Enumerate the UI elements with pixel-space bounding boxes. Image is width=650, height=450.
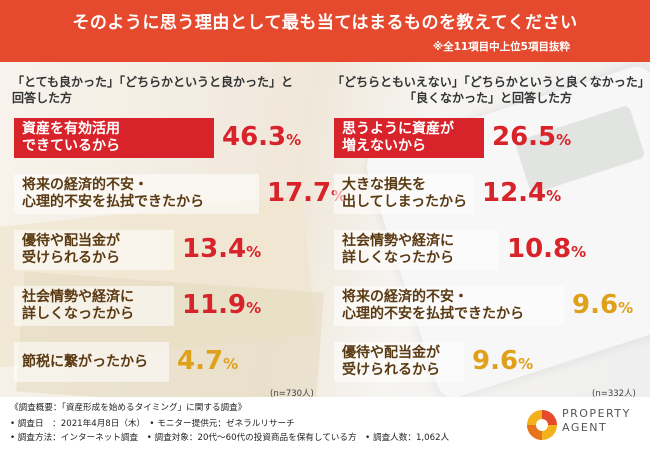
bar-label-box: 社会情勢や経済に 詳しくなったから [334,230,499,270]
survey-method-line: • 調査方法：インターネット調査 • 調査対象：20代〜60代の投資商品を保有し… [10,433,450,443]
value-label: 10.8% [507,234,586,264]
category-label-line: 増えないから [342,138,426,154]
category-label-line: 心理的不安を払拭できたから [342,306,524,322]
category-label-line: 将来の経済的不安・ [22,177,148,193]
value-unit: % [518,355,534,373]
value-unit: % [571,243,587,261]
category-label-line: 社会情勢や経済に [22,289,134,305]
category-label: 優待や配当金が 受けられるから [342,345,440,379]
bar-label-box: 将来の経済的不安・ 心理的不安を払拭できたから [14,174,259,214]
category-label: 将来の経済的不安・ 心理的不安を払拭できたから [22,177,204,211]
left-sample-size: (n=730人) [270,389,314,399]
bar-item: 優待や配当金が 受けられるから 13.4% [14,230,314,270]
category-label-line: 資産を有効活用 [22,121,120,137]
value-label: 13.4% [182,234,261,264]
value-label: 11.9% [182,290,261,320]
category-label-line: 受けられるから [22,250,120,266]
value-unit: % [556,131,572,149]
category-label: 優待や配当金が 受けられるから [22,233,120,267]
category-label: 社会情勢や経済に 詳しくなったから [22,289,134,323]
value-number: 12.4 [482,178,547,208]
bar-item: 将来の経済的不安・ 心理的不安を払拭できたから 9.6% [334,286,634,326]
value-number: 46.3 [222,122,287,152]
value-label: 9.6% [472,346,533,376]
property-agent-logo-icon [527,410,557,440]
category-label-line: 社会情勢や経済に [342,233,454,249]
bar-label-box: 大きな損失を 出してしまったから [334,174,474,214]
bar-item: 節税に繋がったから 4.7% [14,342,314,382]
right-heading-line2: 「良くなかった」と回答した方 [403,91,572,105]
value-number: 9.6 [472,346,519,376]
category-label-line: 詳しくなったから [22,306,134,322]
value-unit: % [246,299,262,317]
value-number: 17.7 [267,178,332,208]
category-label-line: 節税に繋がったから [22,353,148,370]
category-label-line: 受けられるから [342,362,440,378]
value-unit: % [546,187,562,205]
title-banner: そのように思う理由として最も当てはまるものを教えてください ※全11項目中上位5… [0,0,650,62]
bar-item: 思うように資産が 増えないから 26.5% [334,118,634,158]
category-label: 思うように資産が 増えないから [342,121,454,155]
value-number: 4.7 [177,346,224,376]
left-column-heading: 「とても良かった」「どちらかというと良かった」と 回答した方 [12,74,312,106]
bar-label-box: 思うように資産が 増えないから [334,118,484,158]
right-heading-line1: 「どちらともいえない」「どちらかというと良くなかった」 [332,75,650,89]
background-photo [0,62,650,397]
value-number: 13.4 [182,234,247,264]
bar-label-box: 優待や配当金が 受けられるから [334,342,464,382]
category-label-line: 大きな損失を [342,177,426,193]
survey-summary-title: 《調査概要：「資産形成を始めるタイミング」に関する調査》 [10,403,247,413]
value-unit: % [246,243,262,261]
value-number: 9.6 [572,290,619,320]
bar-label-box: 節税に繋がったから [14,342,169,382]
bar-label-box: 社会情勢や経済に 詳しくなったから [14,286,174,326]
right-column-heading: 「どちらともいえない」「どちらかというと良くなかった」 「良くなかった」と回答し… [332,74,650,106]
value-label: 46.3% [222,122,301,152]
value-label: 26.5% [492,122,571,152]
category-label-line: 思うように資産が [342,121,454,137]
bar-item: 資産を有効活用 できているから 46.3% [14,118,314,158]
category-label-line: 優待や配当金が [22,233,120,249]
chart-note: ※全11項目中上位5項目抜粋 [432,41,570,53]
logo-line1: PROPERTY [562,407,631,420]
category-label: 大きな損失を 出してしまったから [342,177,467,211]
value-number: 11.9 [182,290,247,320]
value-label: 9.6% [572,290,633,320]
value-unit: % [618,299,634,317]
category-label: 資産を有効活用 できているから [22,121,120,155]
value-number: 26.5 [492,122,557,152]
value-label: 12.4% [482,178,561,208]
category-label: 節税に繋がったから [22,354,148,371]
value-number: 10.8 [507,234,572,264]
survey-date-line: • 調査日 ：2021年4月8日（木） • モニター提供元：ゼネラルリサーチ [10,419,295,429]
bar-label-box: 将来の経済的不安・ 心理的不安を払拭できたから [334,286,564,326]
category-label-line: 詳しくなったから [342,250,454,266]
bar-item: 社会情勢や経済に 詳しくなったから 10.8% [334,230,634,270]
bar-item: 大きな損失を 出してしまったから 12.4% [334,174,634,214]
bar-label-box: 優待や配当金が 受けられるから [14,230,174,270]
category-label: 将来の経済的不安・ 心理的不安を払拭できたから [342,289,524,323]
category-label-line: 出してしまったから [342,194,468,210]
right-sample-size: (n=332人) [592,389,636,399]
category-label-line: 優待や配当金が [342,345,440,361]
category-label: 社会情勢や経済に 詳しくなったから [342,233,454,267]
logo-wordmark: PROPERTY AGENT [562,407,631,435]
category-label-line: 将来の経済的不安・ [342,289,468,305]
value-unit: % [286,131,302,149]
bar-item: 社会情勢や経済に 詳しくなったから 11.9% [14,286,314,326]
category-label-line: 心理的不安を払拭できたから [22,194,204,210]
logo-line2: AGENT [562,421,608,434]
left-heading-line1: 「とても良かった」「どちらかというと良かった」と [12,75,294,89]
value-label: 4.7% [177,346,238,376]
category-label-line: できているから [22,138,120,154]
bar-label-box: 資産を有効活用 できているから [14,118,214,158]
chart-title: そのように思う理由として最も当てはまるものを教えてください [72,13,578,33]
left-heading-line2: 回答した方 [12,91,73,105]
bar-item: 優待や配当金が 受けられるから 9.6% [334,342,634,382]
value-unit: % [223,355,239,373]
